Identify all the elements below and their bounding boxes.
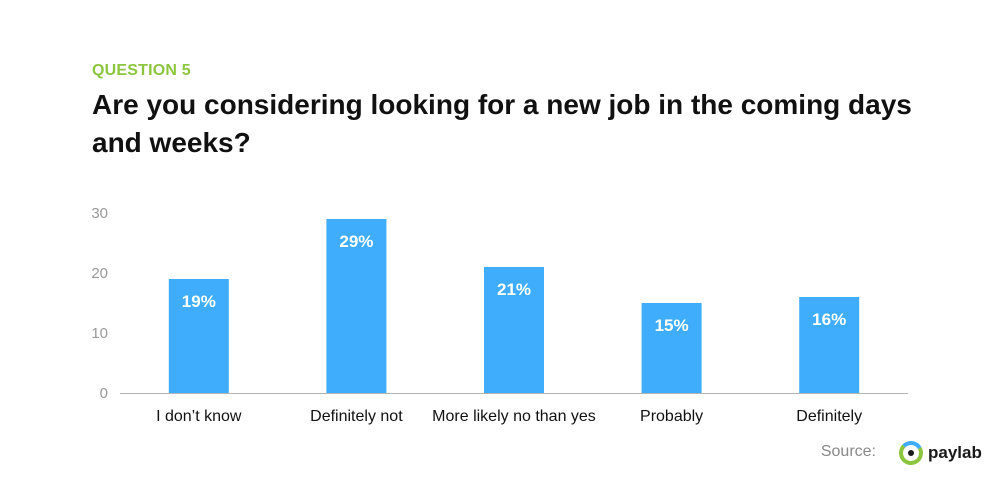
y-tick-label: 20	[91, 265, 108, 282]
bar-data-label: 21%	[497, 280, 531, 299]
source-label: Source:	[820, 443, 876, 460]
bar	[484, 267, 544, 393]
bar-data-label: 16%	[812, 310, 846, 329]
bar	[799, 297, 860, 393]
x-axis-labels: I don’t know Definitely not More likely no…	[156, 408, 862, 425]
y-tick-label: 10	[91, 325, 108, 342]
bar	[641, 303, 702, 393]
question-number: QUESTION 5	[92, 62, 191, 79]
paylab-logo: paylab	[898, 437, 982, 469]
bar	[168, 279, 229, 393]
y-tick-label: 30	[91, 205, 108, 222]
bar-data-label: 19%	[182, 292, 216, 311]
x-tick-label: Probably	[640, 408, 703, 425]
y-tick-label: 0	[100, 385, 108, 402]
bar-data-label: 29%	[339, 232, 373, 251]
brand-name: paylab	[928, 443, 982, 462]
paylab-logo-icon	[899, 441, 923, 465]
bar	[326, 219, 387, 393]
bars: 19% 29% 21% 15% 16%	[168, 219, 860, 393]
x-tick-label: I don’t know	[156, 408, 242, 425]
x-tick-label: More likely no than yes	[432, 408, 596, 425]
y-axis-ticks: 0 10 20 30	[91, 205, 108, 402]
question-title: Are you considering looking for a new jo…	[92, 89, 912, 158]
x-tick-label: Definitely not	[310, 408, 403, 425]
bar-data-label: 15%	[655, 316, 689, 335]
x-tick-label: Definitely	[796, 408, 862, 425]
